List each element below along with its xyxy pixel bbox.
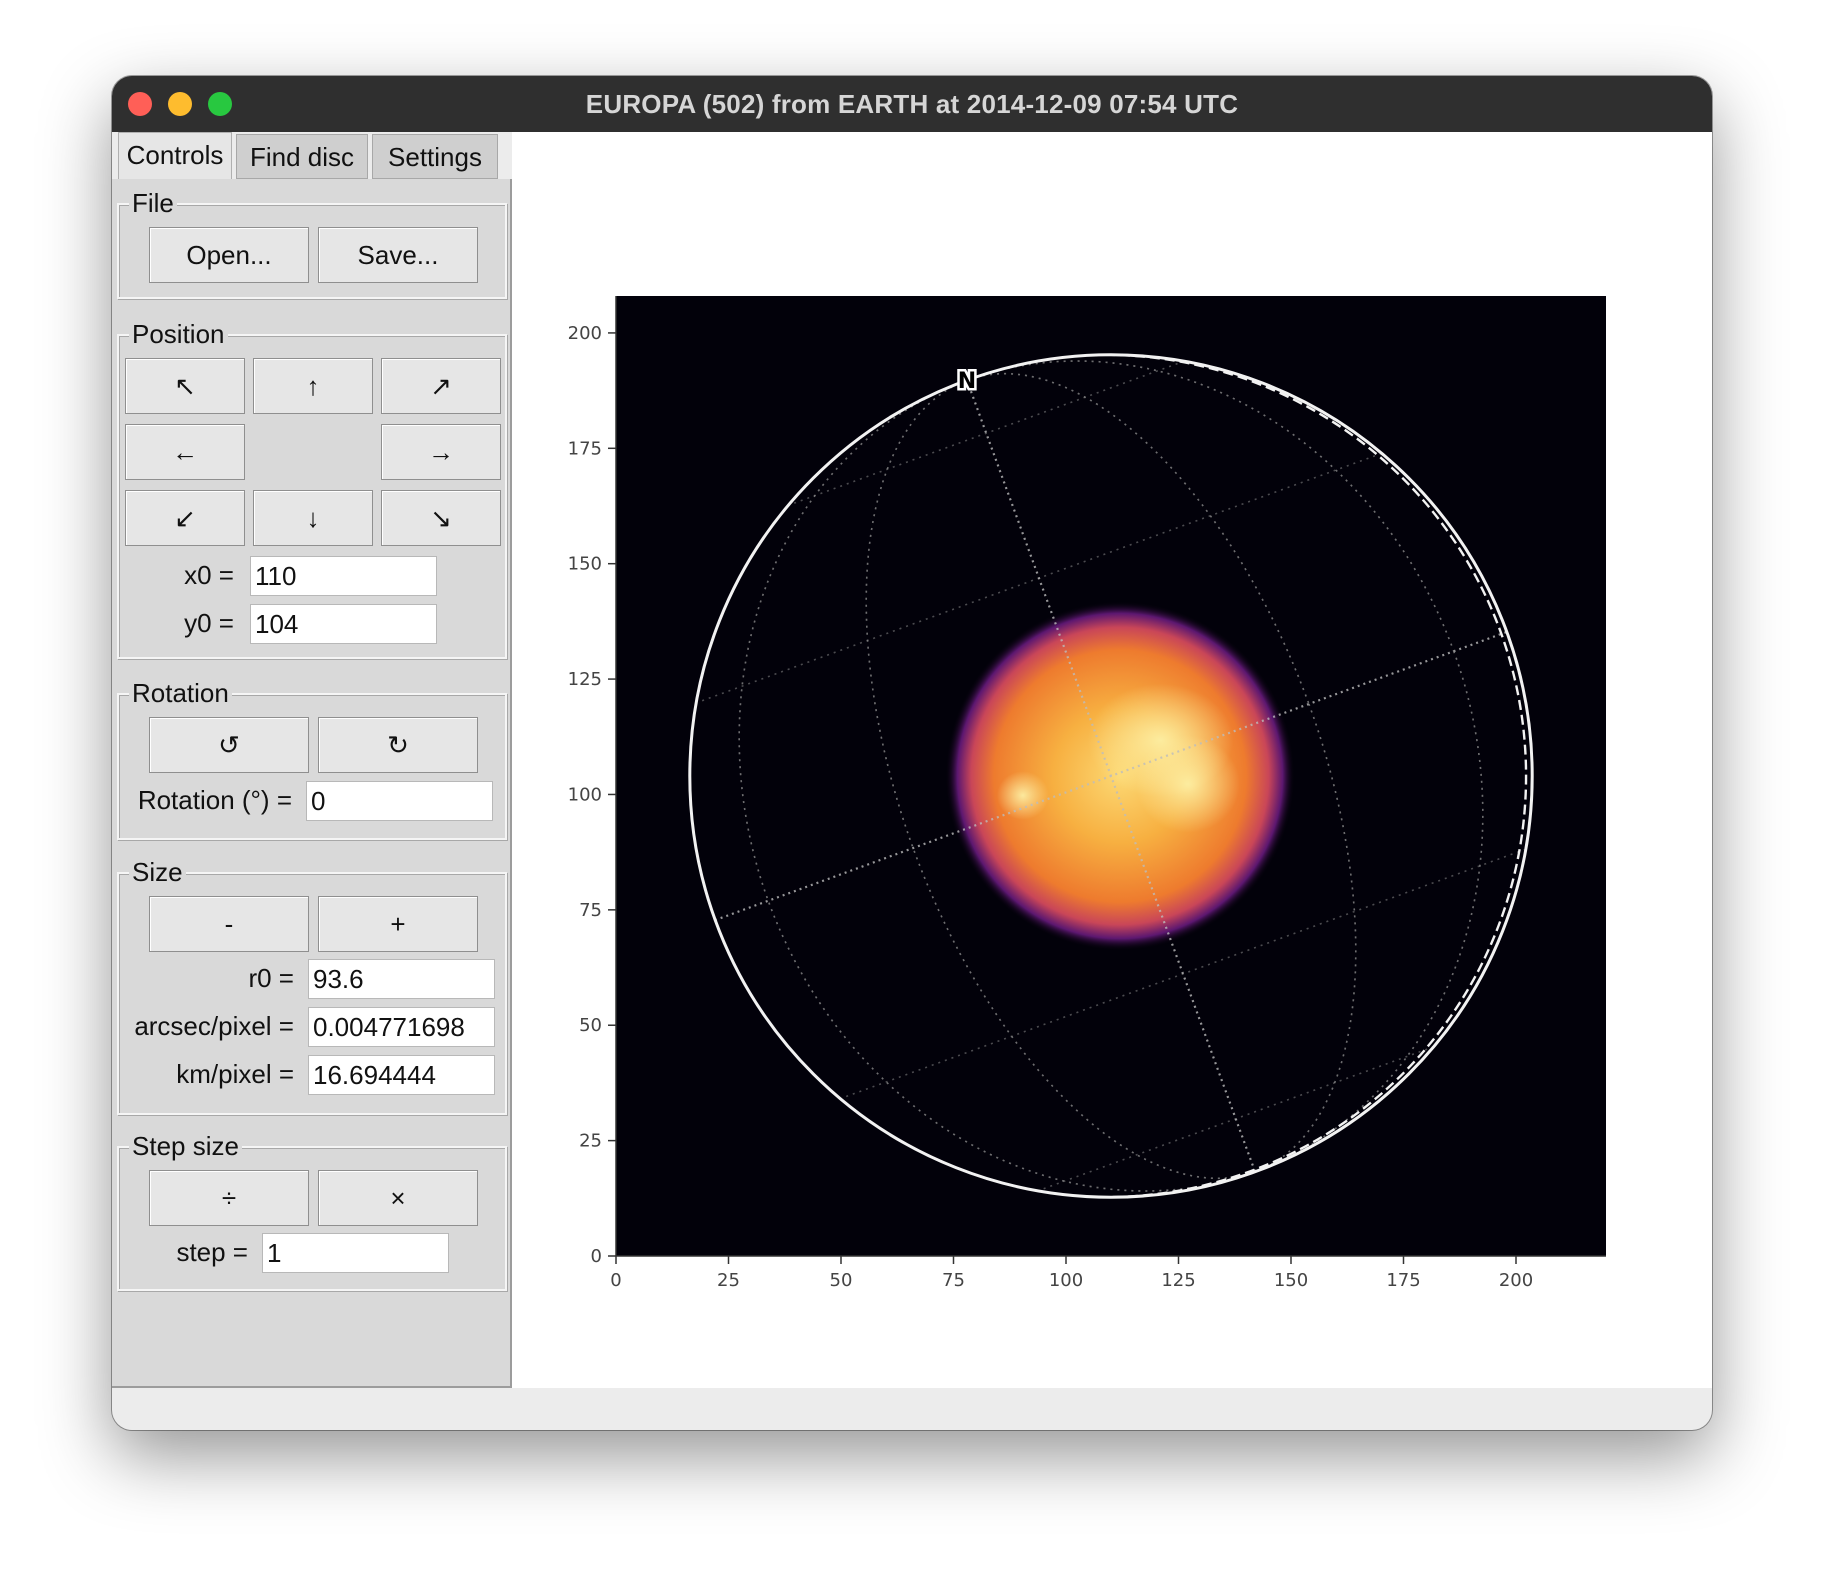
move-left-button[interactable]: ←	[125, 424, 245, 480]
rotation-group-label: Rotation	[129, 678, 232, 708]
y0-input[interactable]	[250, 604, 437, 644]
x-tick-label: 50	[830, 1270, 853, 1291]
r0-input[interactable]	[308, 959, 495, 999]
x0-label: x0 =	[184, 560, 234, 590]
rotation-label: Rotation (°) =	[137, 785, 292, 815]
zoom-window-button[interactable]	[208, 92, 232, 116]
window-title: EUROPA (502) from EARTH at 2014-12-09 07…	[585, 89, 1239, 119]
step-input[interactable]	[262, 1233, 449, 1273]
tab-controls[interactable]: Controls	[118, 132, 232, 180]
position-group: Position	[117, 319, 507, 659]
x-tick-label: 150	[1274, 1270, 1308, 1291]
size-decrease-button[interactable]: -	[149, 896, 309, 952]
longitude-line	[865, 372, 1357, 1180]
rotate-ccw-button[interactable]: ↺	[149, 717, 309, 773]
minimize-window-button[interactable]	[168, 92, 192, 116]
x-tick-label: 125	[1161, 1270, 1195, 1291]
size-group: Size	[117, 857, 507, 1115]
y-tick-label: 75	[579, 900, 602, 921]
move-down-left-button[interactable]: ↙	[125, 490, 245, 546]
step-multiply-button[interactable]: ×	[318, 1170, 478, 1226]
size-increase-button[interactable]: +	[318, 896, 478, 952]
r0-label: r0 =	[248, 963, 294, 993]
step-divide-button[interactable]: ÷	[149, 1170, 309, 1226]
bright-region	[1136, 735, 1240, 833]
step-group-label: Step size	[129, 1131, 242, 1161]
step-group: Step size	[117, 1131, 507, 1291]
x-tick-label: 100	[1049, 1270, 1083, 1291]
move-up-left-button[interactable]: ↖	[125, 358, 245, 414]
terminator-arc	[1104, 353, 1528, 1199]
y-tick-label: 50	[579, 1015, 602, 1036]
north-marker: N	[955, 367, 978, 397]
north-marker-label: N	[958, 369, 976, 394]
bright-region	[996, 771, 1049, 820]
plot-canvas: N 0 25 50 75 100 125 150 175 200 0 25 50 75 100 125 150…	[512, 132, 1712, 1388]
rotate-cw-button[interactable]: ↻	[318, 717, 478, 773]
rotation-group: Rotation	[117, 678, 507, 840]
x-tick-label: 75	[942, 1270, 965, 1291]
x-tick-label: 25	[717, 1270, 740, 1291]
move-down-button[interactable]: ↓	[253, 490, 373, 546]
latitude-line	[689, 354, 1462, 607]
km-per-pixel-input[interactable]	[308, 1055, 495, 1095]
y-tick-label: 125	[568, 669, 602, 690]
step-label: step =	[176, 1237, 248, 1267]
tab-settings[interactable]: Settings	[372, 134, 498, 179]
disc-plot[interactable]: N 0 25 50 75 100 125 150 175 200 0 25 50 75 100 125 150…	[512, 132, 1712, 1388]
size-group-label: Size	[129, 857, 186, 887]
x-tick-label: 200	[1499, 1270, 1533, 1291]
y-tick-label: 150	[568, 554, 602, 575]
title-bar: EUROPA (502) from EARTH at 2014-12-09 07…	[112, 76, 1712, 132]
rotation-input[interactable]	[306, 781, 493, 821]
move-up-button[interactable]: ↑	[253, 358, 373, 414]
x-tick-label: 175	[1386, 1270, 1420, 1291]
y-tick-label: 25	[579, 1131, 602, 1152]
y0-label: y0 =	[184, 608, 234, 638]
km-per-pixel-label: km/pixel =	[176, 1059, 294, 1089]
tab-find-disc[interactable]: Find disc	[236, 134, 368, 179]
y-tick-label: 200	[568, 323, 602, 344]
move-right-button[interactable]: →	[381, 424, 501, 480]
controls-panel: File Open... Save... Position ↖ ↑ ↗ ← → …	[112, 179, 512, 1388]
close-window-button[interactable]	[128, 92, 152, 116]
x0-input[interactable]	[250, 556, 437, 596]
open-button[interactable]: Open...	[149, 227, 309, 283]
position-group-label: Position	[129, 319, 228, 349]
arcsec-per-pixel-label: arcsec/pixel =	[134, 1011, 294, 1041]
move-up-right-button[interactable]: ↗	[381, 358, 501, 414]
x-tick-label: 0	[610, 1270, 621, 1291]
file-group-label: File	[129, 188, 177, 218]
arcsec-per-pixel-input[interactable]	[308, 1007, 495, 1047]
central-meridian	[937, 354, 1285, 1198]
y-tick-label: 175	[568, 438, 602, 459]
app-window: EUROPA (502) from EARTH at 2014-12-09 07…	[112, 76, 1712, 1430]
latitude-line	[707, 800, 1533, 1148]
file-group: File	[117, 188, 507, 299]
save-button[interactable]: Save...	[318, 227, 478, 283]
y-tick-label: 100	[568, 784, 602, 805]
y-tick-label: 0	[591, 1246, 602, 1267]
move-down-right-button[interactable]: ↘	[381, 490, 501, 546]
